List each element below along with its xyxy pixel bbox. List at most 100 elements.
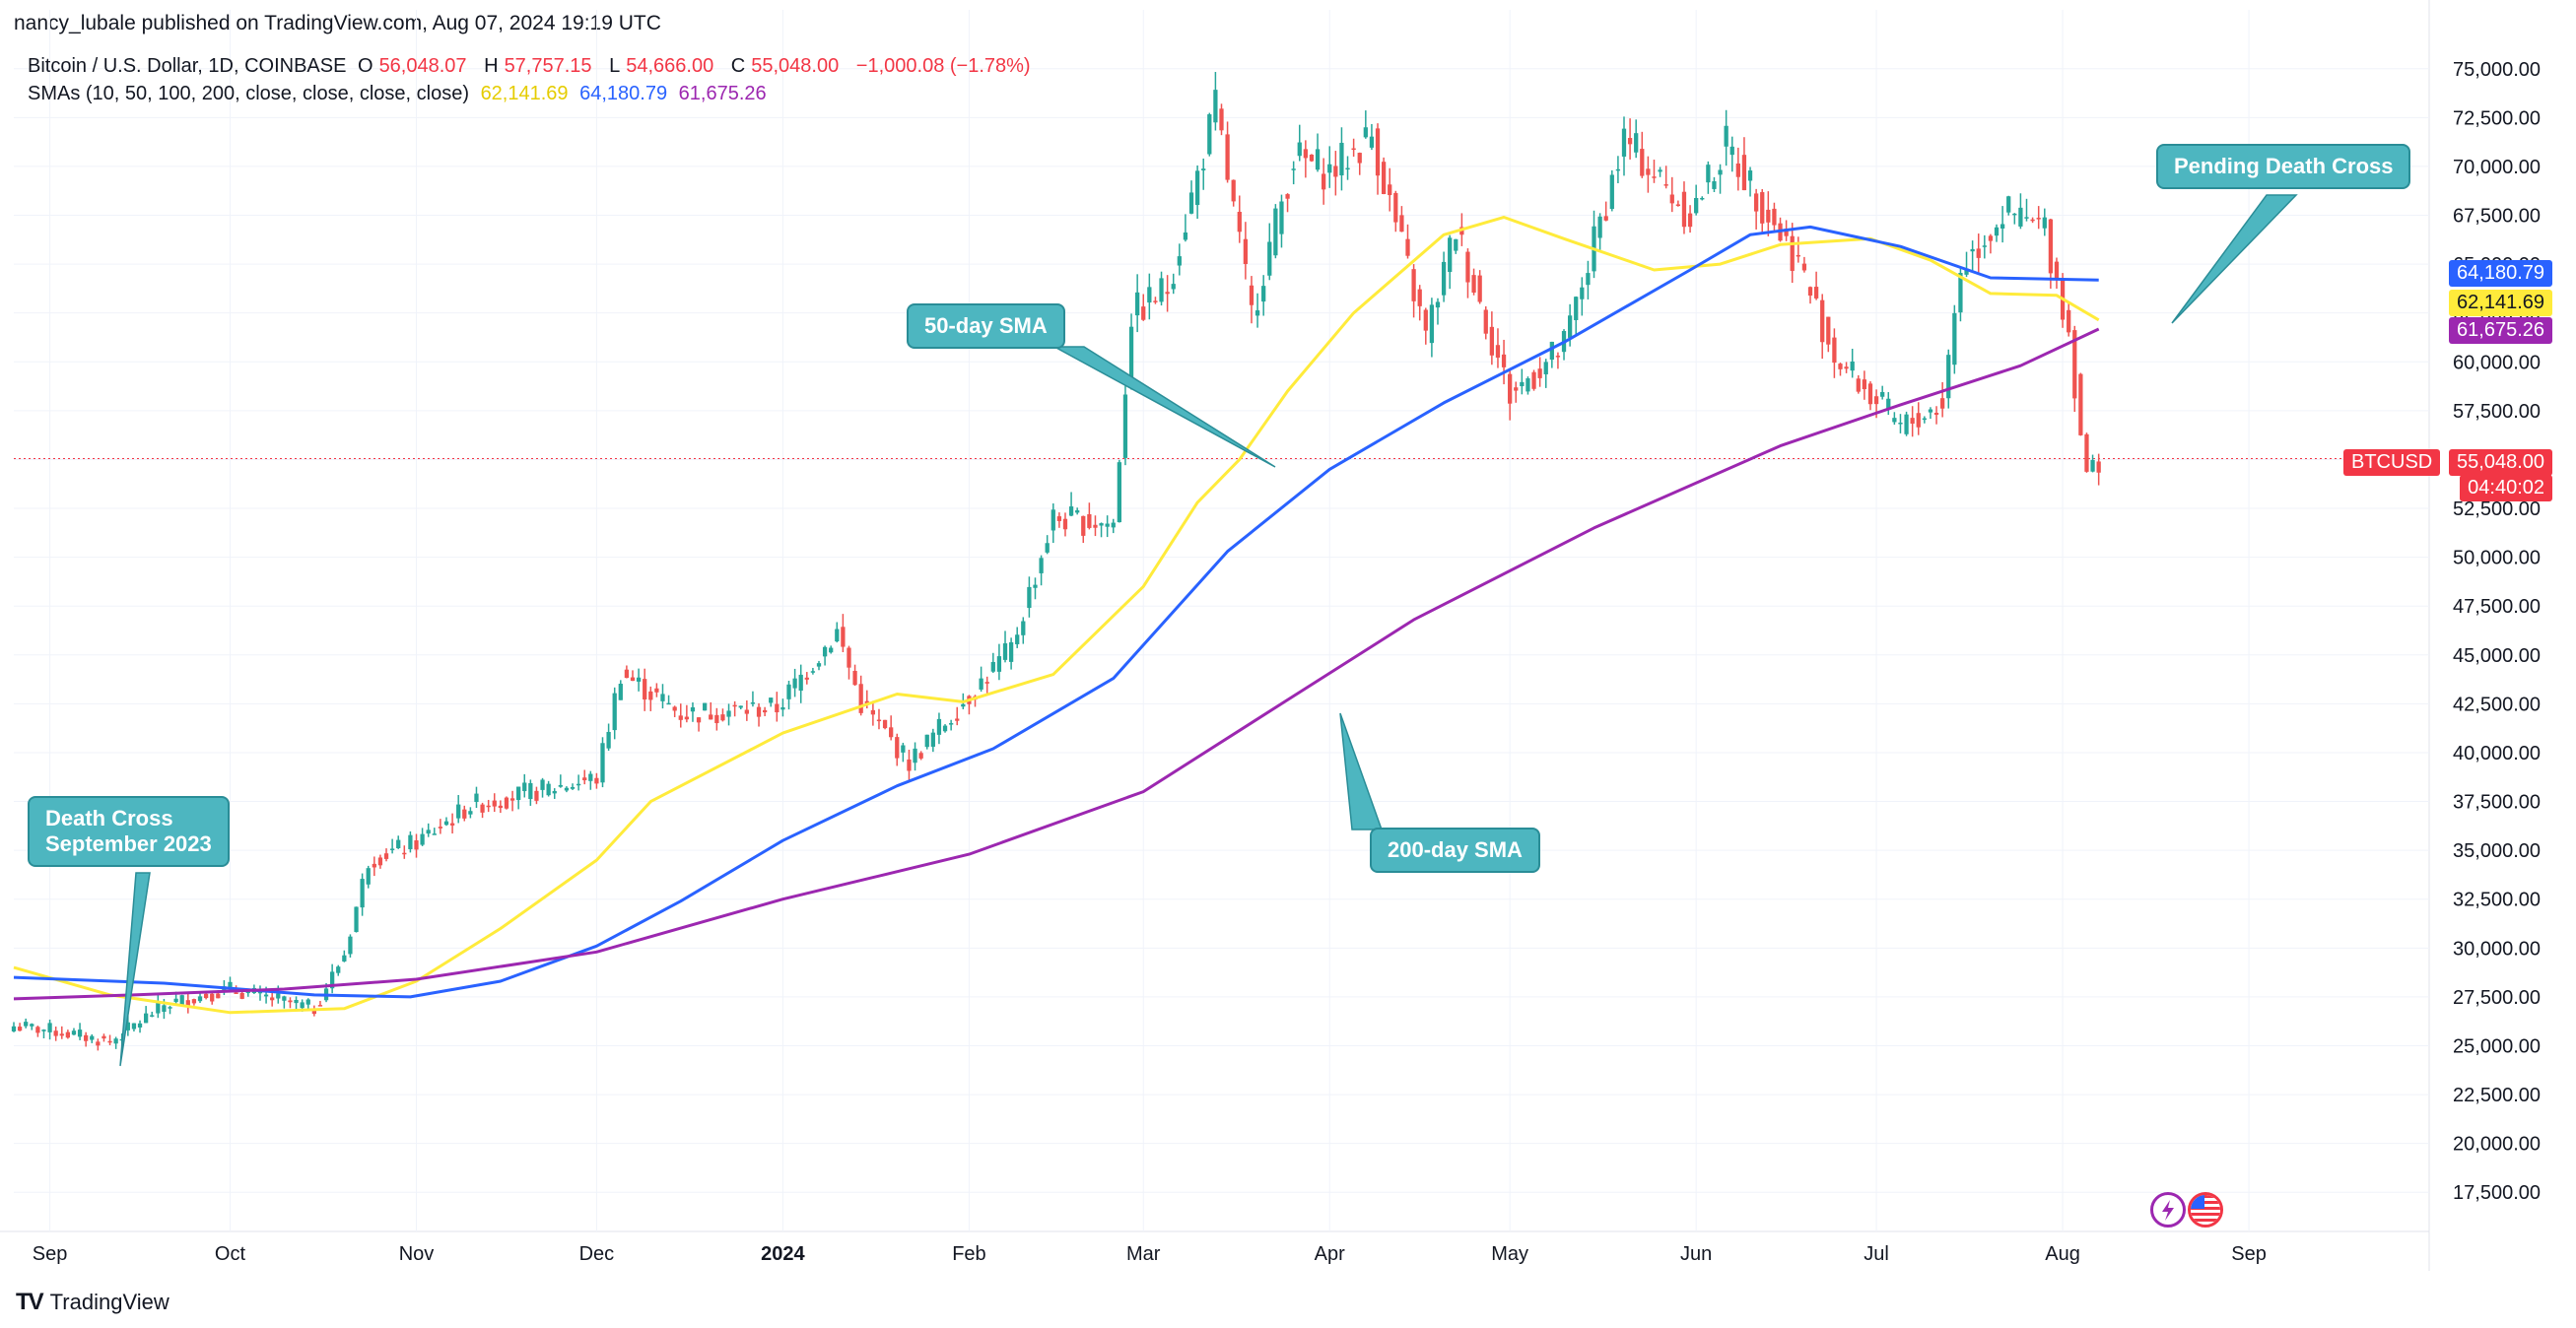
candle-body bbox=[852, 671, 857, 686]
candle-body bbox=[1729, 146, 1734, 156]
y-tick-label: 60,000.00 bbox=[2453, 352, 2541, 373]
y-tick-label: 22,500.00 bbox=[2453, 1085, 2541, 1106]
candle-body bbox=[588, 773, 593, 781]
candle-body bbox=[1970, 248, 1975, 252]
candle-body bbox=[263, 994, 269, 997]
candle-body bbox=[1958, 272, 1963, 313]
y-tick-label: 40,000.00 bbox=[2453, 743, 2541, 764]
candle-body bbox=[2084, 433, 2089, 472]
candle-body bbox=[1002, 643, 1008, 660]
candle-body bbox=[1898, 423, 1903, 425]
candle-body bbox=[864, 700, 869, 704]
candle-body bbox=[1495, 345, 1501, 359]
sma-line-sma-200 bbox=[13, 327, 2100, 1001]
candle-body bbox=[1285, 194, 1290, 199]
candle-body bbox=[895, 737, 900, 759]
lightning-icon[interactable] bbox=[2150, 1192, 2186, 1228]
candle-body bbox=[185, 1000, 190, 1007]
candle-body bbox=[750, 702, 756, 704]
candle-body bbox=[1015, 634, 1020, 644]
candle-body bbox=[1747, 170, 1753, 181]
candle-body bbox=[1621, 128, 1627, 157]
candle-body bbox=[1694, 197, 1699, 214]
sma50-price-tag: 62,141.69 bbox=[2449, 290, 2552, 316]
candle-body bbox=[1718, 169, 1723, 175]
candle-body bbox=[1388, 184, 1392, 196]
candle-body bbox=[1081, 515, 1086, 536]
candle-body bbox=[582, 777, 587, 781]
candle-body bbox=[498, 805, 503, 809]
candle-body bbox=[462, 809, 467, 819]
candle-body bbox=[918, 753, 923, 759]
candle-body bbox=[1850, 361, 1855, 371]
candle-body bbox=[1261, 286, 1266, 302]
candle-body bbox=[1405, 238, 1410, 256]
candle-body bbox=[1508, 373, 1513, 404]
candle-body bbox=[354, 906, 359, 933]
candle-body bbox=[1813, 287, 1819, 299]
candle-body bbox=[1273, 208, 1278, 256]
candle-body bbox=[1363, 127, 1368, 138]
candle-body bbox=[1111, 522, 1116, 528]
candle-body bbox=[276, 993, 281, 999]
candle-body bbox=[1141, 306, 1146, 320]
candle-body bbox=[1880, 392, 1885, 397]
candle-body bbox=[1315, 149, 1321, 170]
candle-body bbox=[1477, 275, 1482, 302]
candle-body bbox=[1928, 409, 1933, 413]
y-tick-label: 32,500.00 bbox=[2453, 890, 2541, 911]
candle-body bbox=[96, 1041, 101, 1046]
candle-body bbox=[210, 993, 215, 1002]
us-flag-icon[interactable] bbox=[2188, 1192, 2223, 1228]
candle-body bbox=[125, 1022, 130, 1030]
tradingview-logo[interactable]: TV TradingView bbox=[16, 1289, 169, 1316]
candle-body bbox=[2072, 330, 2077, 399]
candle-body bbox=[2067, 309, 2071, 333]
candle-body bbox=[955, 718, 960, 721]
candle-body bbox=[1231, 179, 1236, 202]
candle-body bbox=[107, 1040, 112, 1043]
x-tick-label: May bbox=[1491, 1243, 1528, 1265]
y-tick-label: 35,000.00 bbox=[2453, 840, 2541, 862]
candle-body bbox=[690, 706, 696, 712]
candle-body bbox=[53, 1030, 58, 1036]
candle-body bbox=[847, 647, 851, 668]
candle-body bbox=[1243, 238, 1249, 265]
candle-body bbox=[1369, 136, 1375, 148]
candle-body bbox=[1339, 142, 1344, 176]
candle-body bbox=[228, 981, 233, 989]
candle-body bbox=[1171, 284, 1176, 290]
chart-grid bbox=[0, 0, 2430, 1271]
candle-body bbox=[2090, 459, 2095, 472]
candle-body bbox=[949, 723, 954, 725]
candle-body bbox=[643, 679, 647, 700]
candle-body bbox=[1964, 268, 1969, 275]
candle-body bbox=[1225, 134, 1230, 180]
sma-line-sma-50 bbox=[13, 216, 2100, 1015]
candle-body bbox=[552, 790, 557, 794]
pending-death-cross-pointer bbox=[2171, 194, 2298, 324]
candle-body bbox=[348, 936, 353, 955]
candle-body bbox=[432, 833, 437, 835]
candle-body bbox=[402, 852, 407, 855]
candle-body bbox=[1796, 254, 1800, 257]
candle-body bbox=[1147, 287, 1152, 303]
candle-body bbox=[456, 804, 461, 819]
candle-body bbox=[780, 707, 785, 710]
candle-body bbox=[1033, 584, 1038, 588]
candle-body bbox=[1856, 378, 1861, 392]
candle-body bbox=[17, 1027, 23, 1031]
candle-body bbox=[1832, 337, 1837, 364]
candle-body bbox=[389, 848, 395, 850]
candle-body bbox=[1910, 418, 1915, 425]
x-tick-label: 2024 bbox=[761, 1243, 805, 1265]
candle-body bbox=[720, 714, 725, 721]
candle-body bbox=[1435, 301, 1441, 308]
candle-body bbox=[618, 684, 623, 700]
candle-body bbox=[546, 783, 551, 796]
candle-body bbox=[1886, 398, 1891, 409]
sma100-legend-value: 64,180.79 bbox=[579, 83, 668, 104]
candle-body bbox=[792, 678, 797, 689]
candle-body bbox=[426, 830, 431, 834]
